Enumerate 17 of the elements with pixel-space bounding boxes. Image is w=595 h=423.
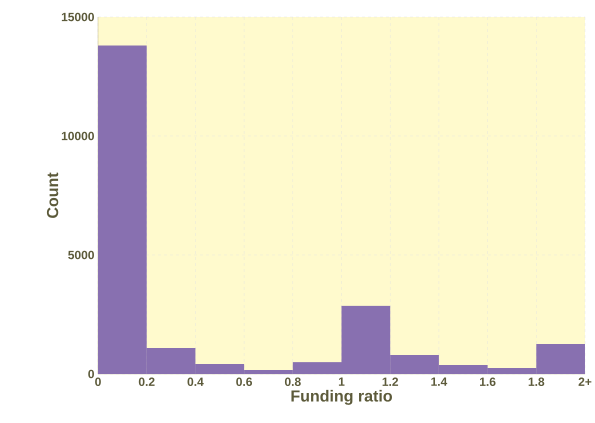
y-tick-label: 0 bbox=[88, 370, 94, 378]
x-axis-title: Funding ratio bbox=[291, 390, 392, 405]
x-tick-label: 1.8 bbox=[528, 378, 544, 386]
y-tick-label: 5000 bbox=[68, 250, 94, 260]
y-tick-label: 15000 bbox=[62, 12, 94, 22]
x-tick-label: 0.4 bbox=[188, 378, 204, 386]
y-axis-title: Count bbox=[46, 172, 58, 218]
x-tick-label: 0.2 bbox=[138, 378, 155, 386]
x-tick-label: 0.8 bbox=[284, 378, 301, 386]
x-tick-label: 1.2 bbox=[382, 378, 398, 386]
x-tick-label: 1.4 bbox=[431, 378, 448, 386]
x-tick-label: 0 bbox=[95, 378, 101, 386]
x-tick-label: 1 bbox=[338, 378, 344, 386]
x-tick-label: 0.6 bbox=[236, 378, 252, 386]
x-tick-label: 2+ bbox=[578, 378, 592, 386]
x-tick-label: 1.6 bbox=[480, 378, 496, 386]
y-tick-label: 10000 bbox=[62, 132, 94, 140]
